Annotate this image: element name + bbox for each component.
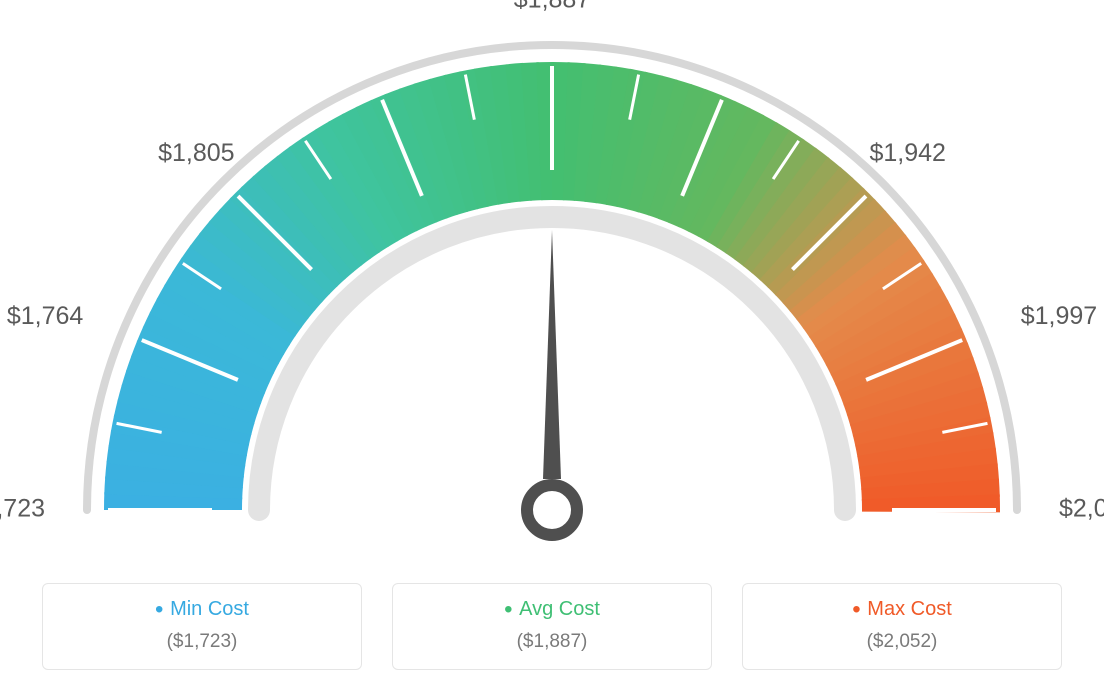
gauge-svg: $1,723 $1,764 $1,805 $1,887 $1,942 $1,997 $2,0… [0, 0, 1104, 560]
legend-card-avg: Avg Cost ($1,887) [392, 583, 712, 670]
svg-text:$1,997: $1,997 [1021, 302, 1097, 330]
svg-text:$1,805: $1,805 [158, 139, 234, 167]
legend-row: Min Cost ($1,723) Avg Cost ($1,887) Max … [0, 583, 1104, 670]
svg-text:$1,764: $1,764 [7, 302, 84, 330]
cost-gauge-chart: { "gauge": { "type": "gauge", "cx": 552,… [0, 0, 1104, 690]
svg-text:$2,052: $2,052 [1059, 495, 1104, 523]
gauge-area: $1,723 $1,764 $1,805 $1,887 $1,942 $1,997 $2,0… [0, 0, 1104, 560]
legend-avg-value: ($1,887) [403, 631, 701, 653]
svg-text:$1,723: $1,723 [0, 495, 45, 523]
legend-min-value: ($1,723) [53, 631, 351, 653]
legend-card-max: Max Cost ($2,052) [742, 583, 1062, 670]
legend-card-min: Min Cost ($1,723) [42, 583, 362, 670]
legend-min-label: Min Cost [53, 598, 351, 621]
svg-text:$1,942: $1,942 [869, 139, 945, 167]
legend-max-label: Max Cost [753, 598, 1051, 621]
legend-avg-label: Avg Cost [403, 598, 701, 621]
svg-text:$1,887: $1,887 [514, 0, 590, 14]
legend-max-value: ($2,052) [753, 631, 1051, 653]
